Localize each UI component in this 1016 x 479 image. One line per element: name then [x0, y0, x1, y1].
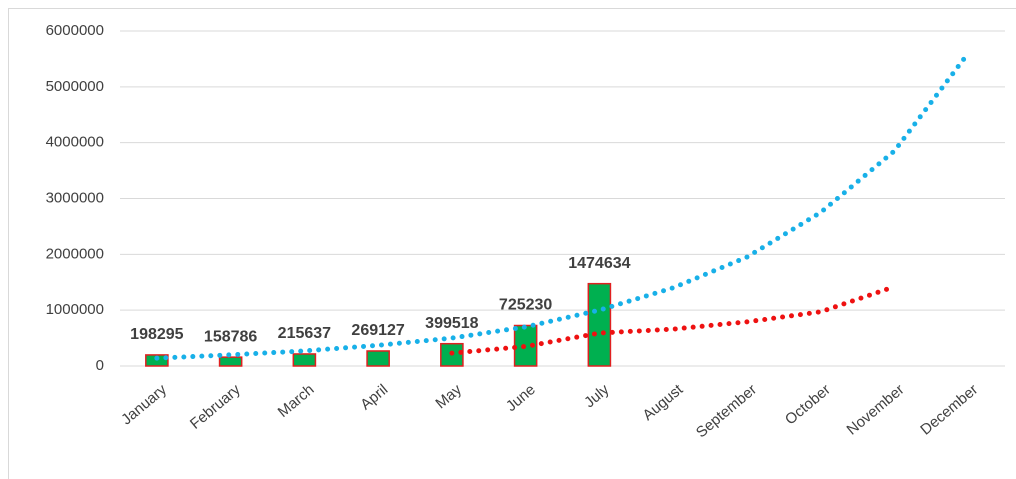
- x-tick-label: August: [640, 381, 687, 425]
- bar: [587, 282, 612, 367]
- trend-line: [449, 284, 897, 356]
- y-tick-label: 3000000: [46, 189, 104, 206]
- data-label: 1474634: [568, 255, 630, 272]
- chart-frame: [8, 8, 1016, 479]
- data-label: 215637: [278, 325, 331, 342]
- bar: [218, 356, 243, 367]
- x-tick-label: September: [693, 381, 760, 441]
- y-tick-label: 5000000: [46, 78, 104, 95]
- x-tick-label: February: [187, 381, 244, 433]
- y-tick-label: 4000000: [46, 134, 104, 151]
- x-tick-label: October: [782, 381, 834, 428]
- y-tick-label: 2000000: [46, 245, 104, 262]
- data-label: 158786: [204, 328, 257, 345]
- x-tick-label: July: [581, 381, 613, 411]
- x-tick-label: June: [503, 381, 539, 415]
- x-tick-label: January: [118, 381, 170, 429]
- bar: [292, 353, 317, 367]
- y-tick-label: 6000000: [46, 22, 104, 39]
- x-tick-label: November: [844, 381, 908, 439]
- y-tick-label: 0: [96, 357, 104, 374]
- x-tick-label: December: [917, 381, 981, 439]
- x-tick-label: April: [357, 381, 391, 413]
- x-tick-label: May: [432, 381, 465, 413]
- data-label: 399518: [425, 315, 478, 332]
- x-tick-label: March: [275, 381, 318, 421]
- data-label: 725230: [499, 297, 552, 314]
- data-label: 198295: [130, 326, 183, 343]
- trend-line: [154, 50, 971, 361]
- y-tick-label: 1000000: [46, 301, 104, 318]
- bar: [366, 350, 390, 367]
- data-label: 269127: [351, 322, 404, 339]
